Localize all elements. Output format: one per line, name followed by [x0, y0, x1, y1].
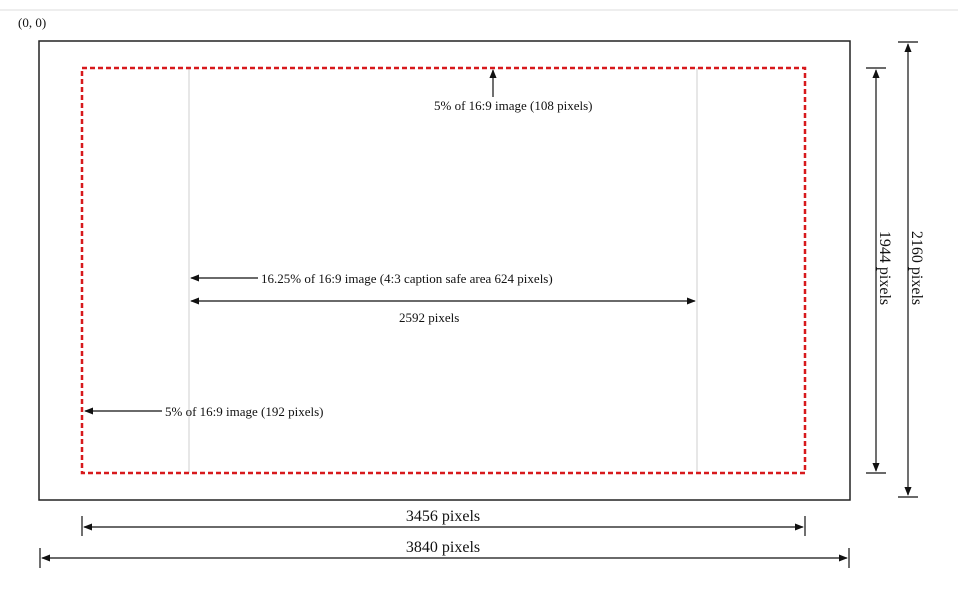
caption-safe-label: 16.25% of 16:9 image (4:3 caption safe a…: [261, 271, 553, 286]
origin-label: (0, 0): [18, 15, 46, 30]
safe-height-label: 1944 pixels: [876, 231, 893, 305]
full-height-label: 2160 pixels: [908, 231, 925, 305]
safe-area-rect: [80, 66, 807, 475]
safe-width-label: 3456 pixels: [406, 508, 480, 525]
left-margin-label: 5% of 16:9 image (192 pixels): [165, 404, 324, 419]
full-frame: [38, 40, 851, 501]
inner-width-label: 2592 pixels: [399, 310, 459, 325]
full-width-label: 3840 pixels: [406, 539, 480, 556]
top-margin-label: 5% of 16:9 image (108 pixels): [434, 98, 593, 113]
